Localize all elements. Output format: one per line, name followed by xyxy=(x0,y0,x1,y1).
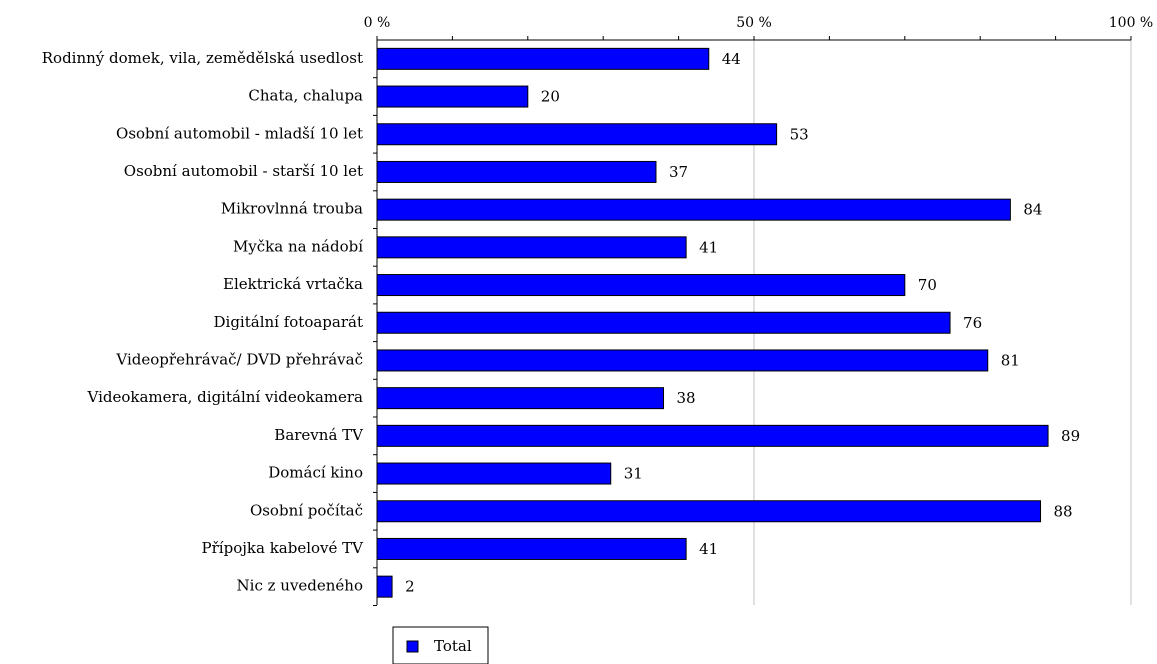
category-label: Chata, chalupa xyxy=(248,87,363,105)
category-label: Osobní automobil - mladší 10 let xyxy=(116,124,363,142)
bar-value-label: 84 xyxy=(1023,201,1042,219)
legend: Total xyxy=(392,626,489,664)
bar-value-label: 37 xyxy=(669,163,688,181)
legend-label: Total xyxy=(434,637,472,655)
category-label: Domácí kino xyxy=(268,464,363,482)
category-label: Přípojka kabelové TV xyxy=(202,539,365,557)
category-label: Videopřehrávač/ DVD přehrávač xyxy=(115,350,363,368)
category-label: Nic z uvedeného xyxy=(237,577,363,595)
legend-swatch xyxy=(406,640,419,653)
bar xyxy=(376,349,989,372)
category-label: Osobní počítač xyxy=(250,501,363,519)
category-label: Digitální fotoaparát xyxy=(214,313,364,331)
bar xyxy=(376,500,1042,523)
category-label: Videokamera, digitální videokamera xyxy=(87,388,364,406)
bar-value-label: 88 xyxy=(1054,502,1073,520)
bar xyxy=(376,537,687,560)
bar xyxy=(376,47,710,70)
bar-value-label: 20 xyxy=(541,88,560,106)
bar-value-label: 41 xyxy=(699,238,718,256)
bar xyxy=(376,123,778,146)
bar xyxy=(376,387,665,410)
bar-value-label: 44 xyxy=(722,50,741,68)
bar-value-label: 81 xyxy=(1001,351,1020,369)
bar xyxy=(376,160,657,183)
bar-value-label: 31 xyxy=(624,465,643,483)
bar-value-label: 38 xyxy=(677,389,696,407)
bar xyxy=(376,424,1049,447)
x-tick-label: 50 % xyxy=(736,15,772,31)
bar xyxy=(376,311,951,334)
category-label: Osobní automobil - starší 10 let xyxy=(124,162,363,180)
bar-value-label: 70 xyxy=(918,276,937,294)
bar xyxy=(376,198,1011,221)
bar-value-label: 41 xyxy=(699,540,718,558)
bar xyxy=(376,85,529,108)
bar-value-label: 76 xyxy=(963,314,982,332)
category-label: Myčka na nádobí xyxy=(233,237,363,255)
x-tick-label: 100 % xyxy=(1109,15,1153,31)
category-label: Elektrická vrtačka xyxy=(223,275,363,293)
bar-value-label: 53 xyxy=(790,125,809,143)
bar xyxy=(376,575,393,598)
x-tick-label: 0 % xyxy=(364,15,391,31)
bar-value-label: 89 xyxy=(1061,427,1080,445)
bar xyxy=(376,274,906,297)
bar xyxy=(376,236,687,259)
bar-value-label: 2 xyxy=(405,578,415,596)
category-label: Rodinný domek, vila, zemědělská usedlost xyxy=(42,49,363,67)
category-label: Barevná TV xyxy=(274,426,364,444)
category-label: Mikrovlnná trouba xyxy=(221,200,363,218)
bar xyxy=(376,462,612,485)
